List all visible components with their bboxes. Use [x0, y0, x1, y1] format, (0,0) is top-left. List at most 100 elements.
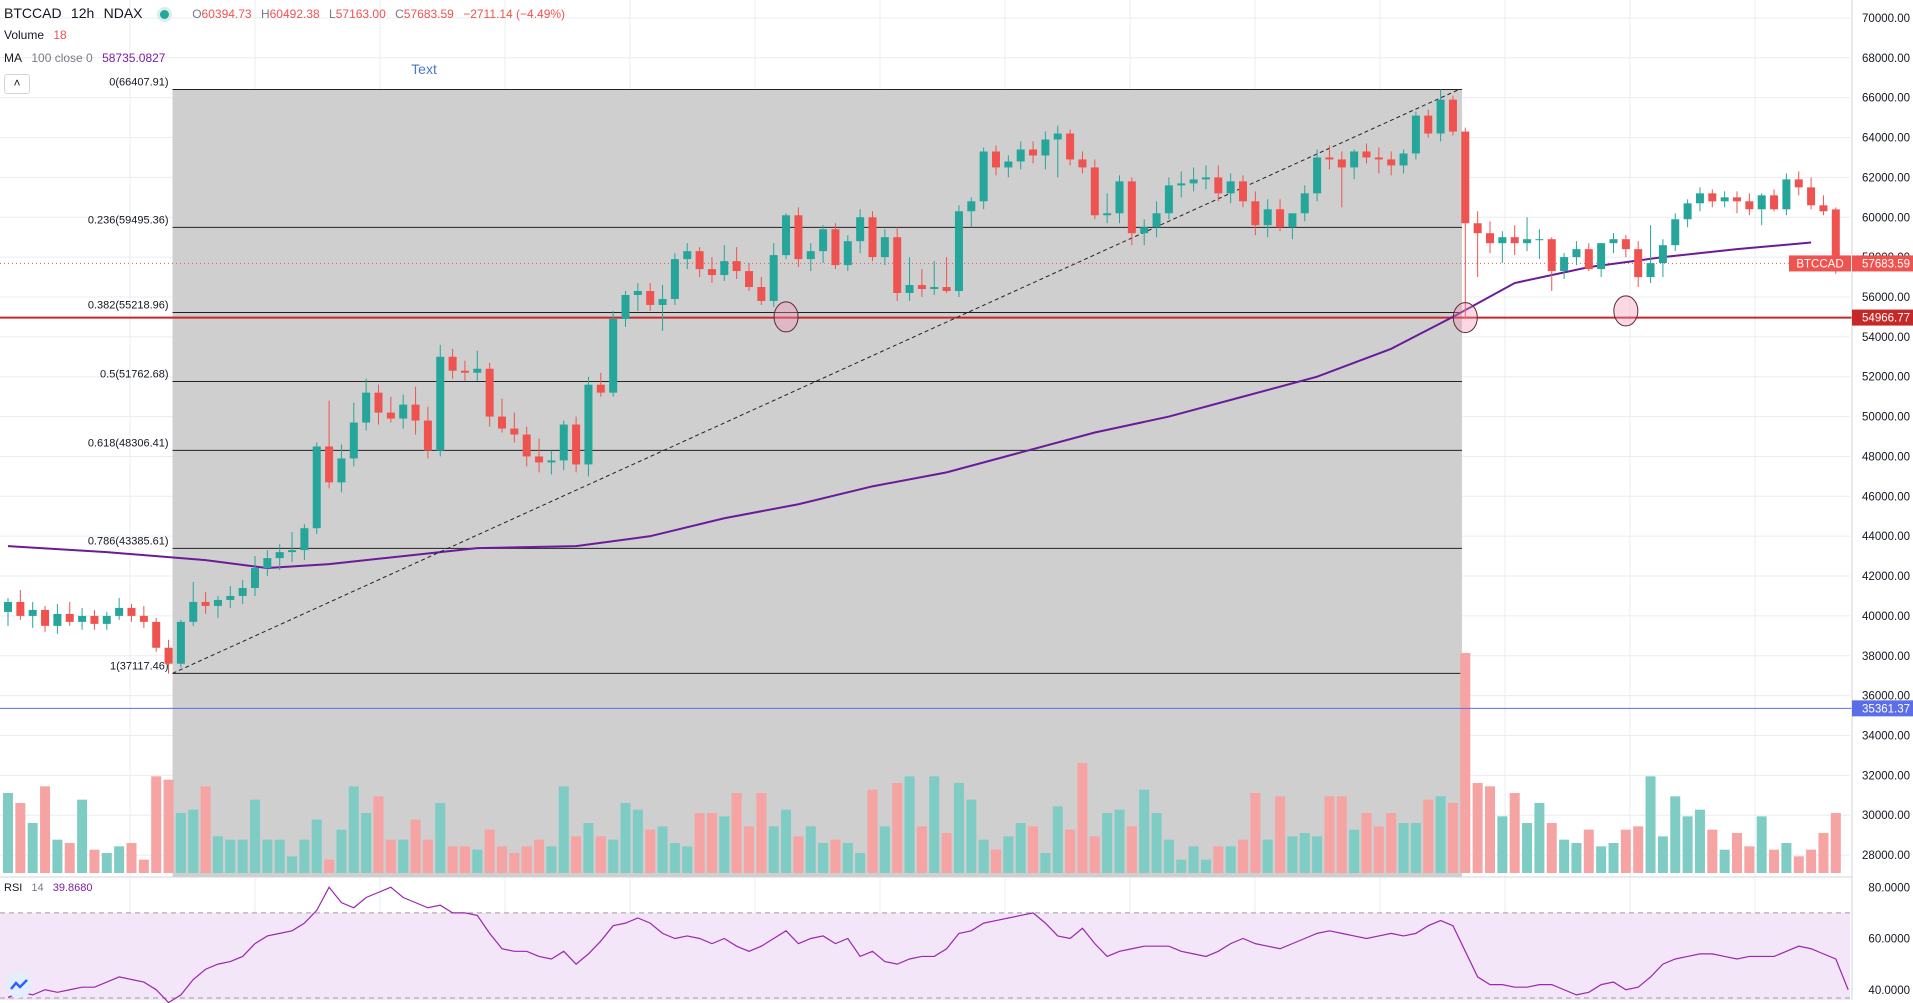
candle: [1547, 239, 1556, 272]
volume-bar: [1200, 859, 1211, 873]
candle: [28, 609, 37, 616]
volume-bar: [15, 803, 26, 873]
ma-legend[interactable]: MA 100 close 0 58735.0827: [4, 51, 166, 65]
rsi-legend[interactable]: RSI 14 39.8680: [4, 882, 93, 894]
candle: [1226, 181, 1235, 194]
volume-bar: [1596, 846, 1607, 873]
candle: [127, 607, 136, 616]
volume-bar: [558, 786, 569, 873]
candle: [1683, 203, 1692, 220]
volume-bar: [1460, 653, 1471, 873]
exchange[interactable]: NDAX: [103, 5, 143, 21]
candle: [572, 424, 581, 465]
volume-bar: [52, 839, 63, 873]
candle: [164, 647, 173, 664]
rsi-tick-label: 60.0000: [1868, 934, 1910, 946]
volume-bar: [459, 846, 470, 873]
volume-bar: [1262, 839, 1273, 873]
candle: [1140, 227, 1149, 234]
candle: [337, 458, 346, 483]
volume-bar: [1275, 796, 1286, 873]
candle: [115, 607, 124, 616]
candle: [1609, 239, 1618, 244]
volume-bar: [978, 839, 989, 873]
volume-bar: [1744, 846, 1755, 873]
volume-bar: [855, 853, 866, 873]
volume-bar: [1349, 829, 1360, 873]
volume-bar: [151, 776, 162, 873]
volume-bar: [225, 839, 236, 873]
volume-bar: [1225, 846, 1236, 873]
volume-bar: [1534, 803, 1545, 873]
candle: [646, 291, 655, 305]
price-tick-label: 32000.00: [1862, 770, 1910, 782]
horizontal-lines[interactable]: [0, 262, 1852, 709]
candle: [411, 404, 420, 421]
volume-bar: [497, 846, 507, 873]
collapse-legend-button[interactable]: ˄: [4, 74, 30, 94]
price-tick-label: 38000.00: [1862, 651, 1910, 663]
markers[interactable]: [773, 295, 1639, 334]
price-tick-label: 36000.00: [1862, 691, 1910, 703]
price-axis[interactable]: 70000.00 68000.00 66000.00 64000.00 62000.00…: [1851, 0, 1913, 1000]
highlight-ellipse[interactable]: [773, 301, 799, 333]
volume-bar: [324, 859, 335, 873]
volume-bar: [1657, 836, 1668, 873]
volume-bar: [1571, 843, 1582, 873]
volume-bar: [126, 843, 137, 873]
highlight-ellipse[interactable]: [1452, 302, 1478, 334]
candle: [1461, 131, 1470, 224]
highlight-ellipse[interactable]: [1613, 295, 1639, 327]
fibonacci-retracement[interactable]: 0(66407.91) 0.236(59495.36) 0.382(55218.96…: [88, 77, 1462, 877]
volume-bar: [595, 836, 606, 873]
volume-bar: [793, 836, 804, 873]
candle: [325, 446, 334, 483]
volume-bar: [1719, 849, 1730, 873]
volume-legend[interactable]: Volume 18: [4, 28, 67, 42]
volume-bar: [27, 823, 38, 873]
volume-bar: [484, 829, 495, 873]
volume-bar: [175, 813, 186, 873]
tradingview-logo-icon[interactable]: [6, 972, 32, 998]
candle: [794, 215, 803, 260]
volume-bar: [472, 849, 483, 873]
volume-bar: [262, 839, 273, 873]
candle: [485, 368, 494, 417]
candle: [596, 384, 605, 393]
volume-bar: [1336, 796, 1347, 873]
volume-bar: [916, 826, 927, 873]
symbol[interactable]: BTCCAD: [4, 5, 62, 21]
candle: [609, 318, 618, 393]
annotation-text[interactable]: Text: [411, 61, 437, 77]
candle: [732, 261, 741, 272]
candle: [1436, 99, 1445, 134]
candle: [1473, 223, 1482, 234]
candle: [176, 621, 185, 664]
candle: [1053, 133, 1062, 140]
volume-bar: [1509, 793, 1520, 873]
volume-bar: [669, 843, 680, 873]
volume-bar: [447, 846, 458, 873]
volume-bar: [1052, 806, 1063, 873]
price-tick-label: 54000.00: [1862, 332, 1910, 344]
symbol-tag: BTCCAD: [1796, 258, 1843, 270]
candle: [1090, 167, 1099, 216]
candle: [1300, 193, 1309, 214]
volume-bar: [1040, 853, 1051, 873]
candle: [41, 609, 50, 626]
price-tick-label: 46000.00: [1862, 491, 1910, 503]
interval[interactable]: 12h: [70, 5, 95, 21]
volume-bar: [1707, 829, 1718, 873]
candle: [707, 269, 716, 276]
volume-bar: [40, 786, 51, 873]
candle: [1066, 133, 1075, 160]
volume-bar: [348, 786, 359, 873]
candle: [473, 368, 482, 373]
price-labels: 54966.77 35361.37 57683.59 BTCCAD: [1789, 255, 1913, 717]
volume-bar: [941, 833, 952, 873]
candle: [1387, 159, 1396, 166]
volume-bar: [1694, 809, 1705, 873]
candle: [1498, 237, 1507, 244]
price-tick-label: 62000.00: [1862, 172, 1910, 184]
